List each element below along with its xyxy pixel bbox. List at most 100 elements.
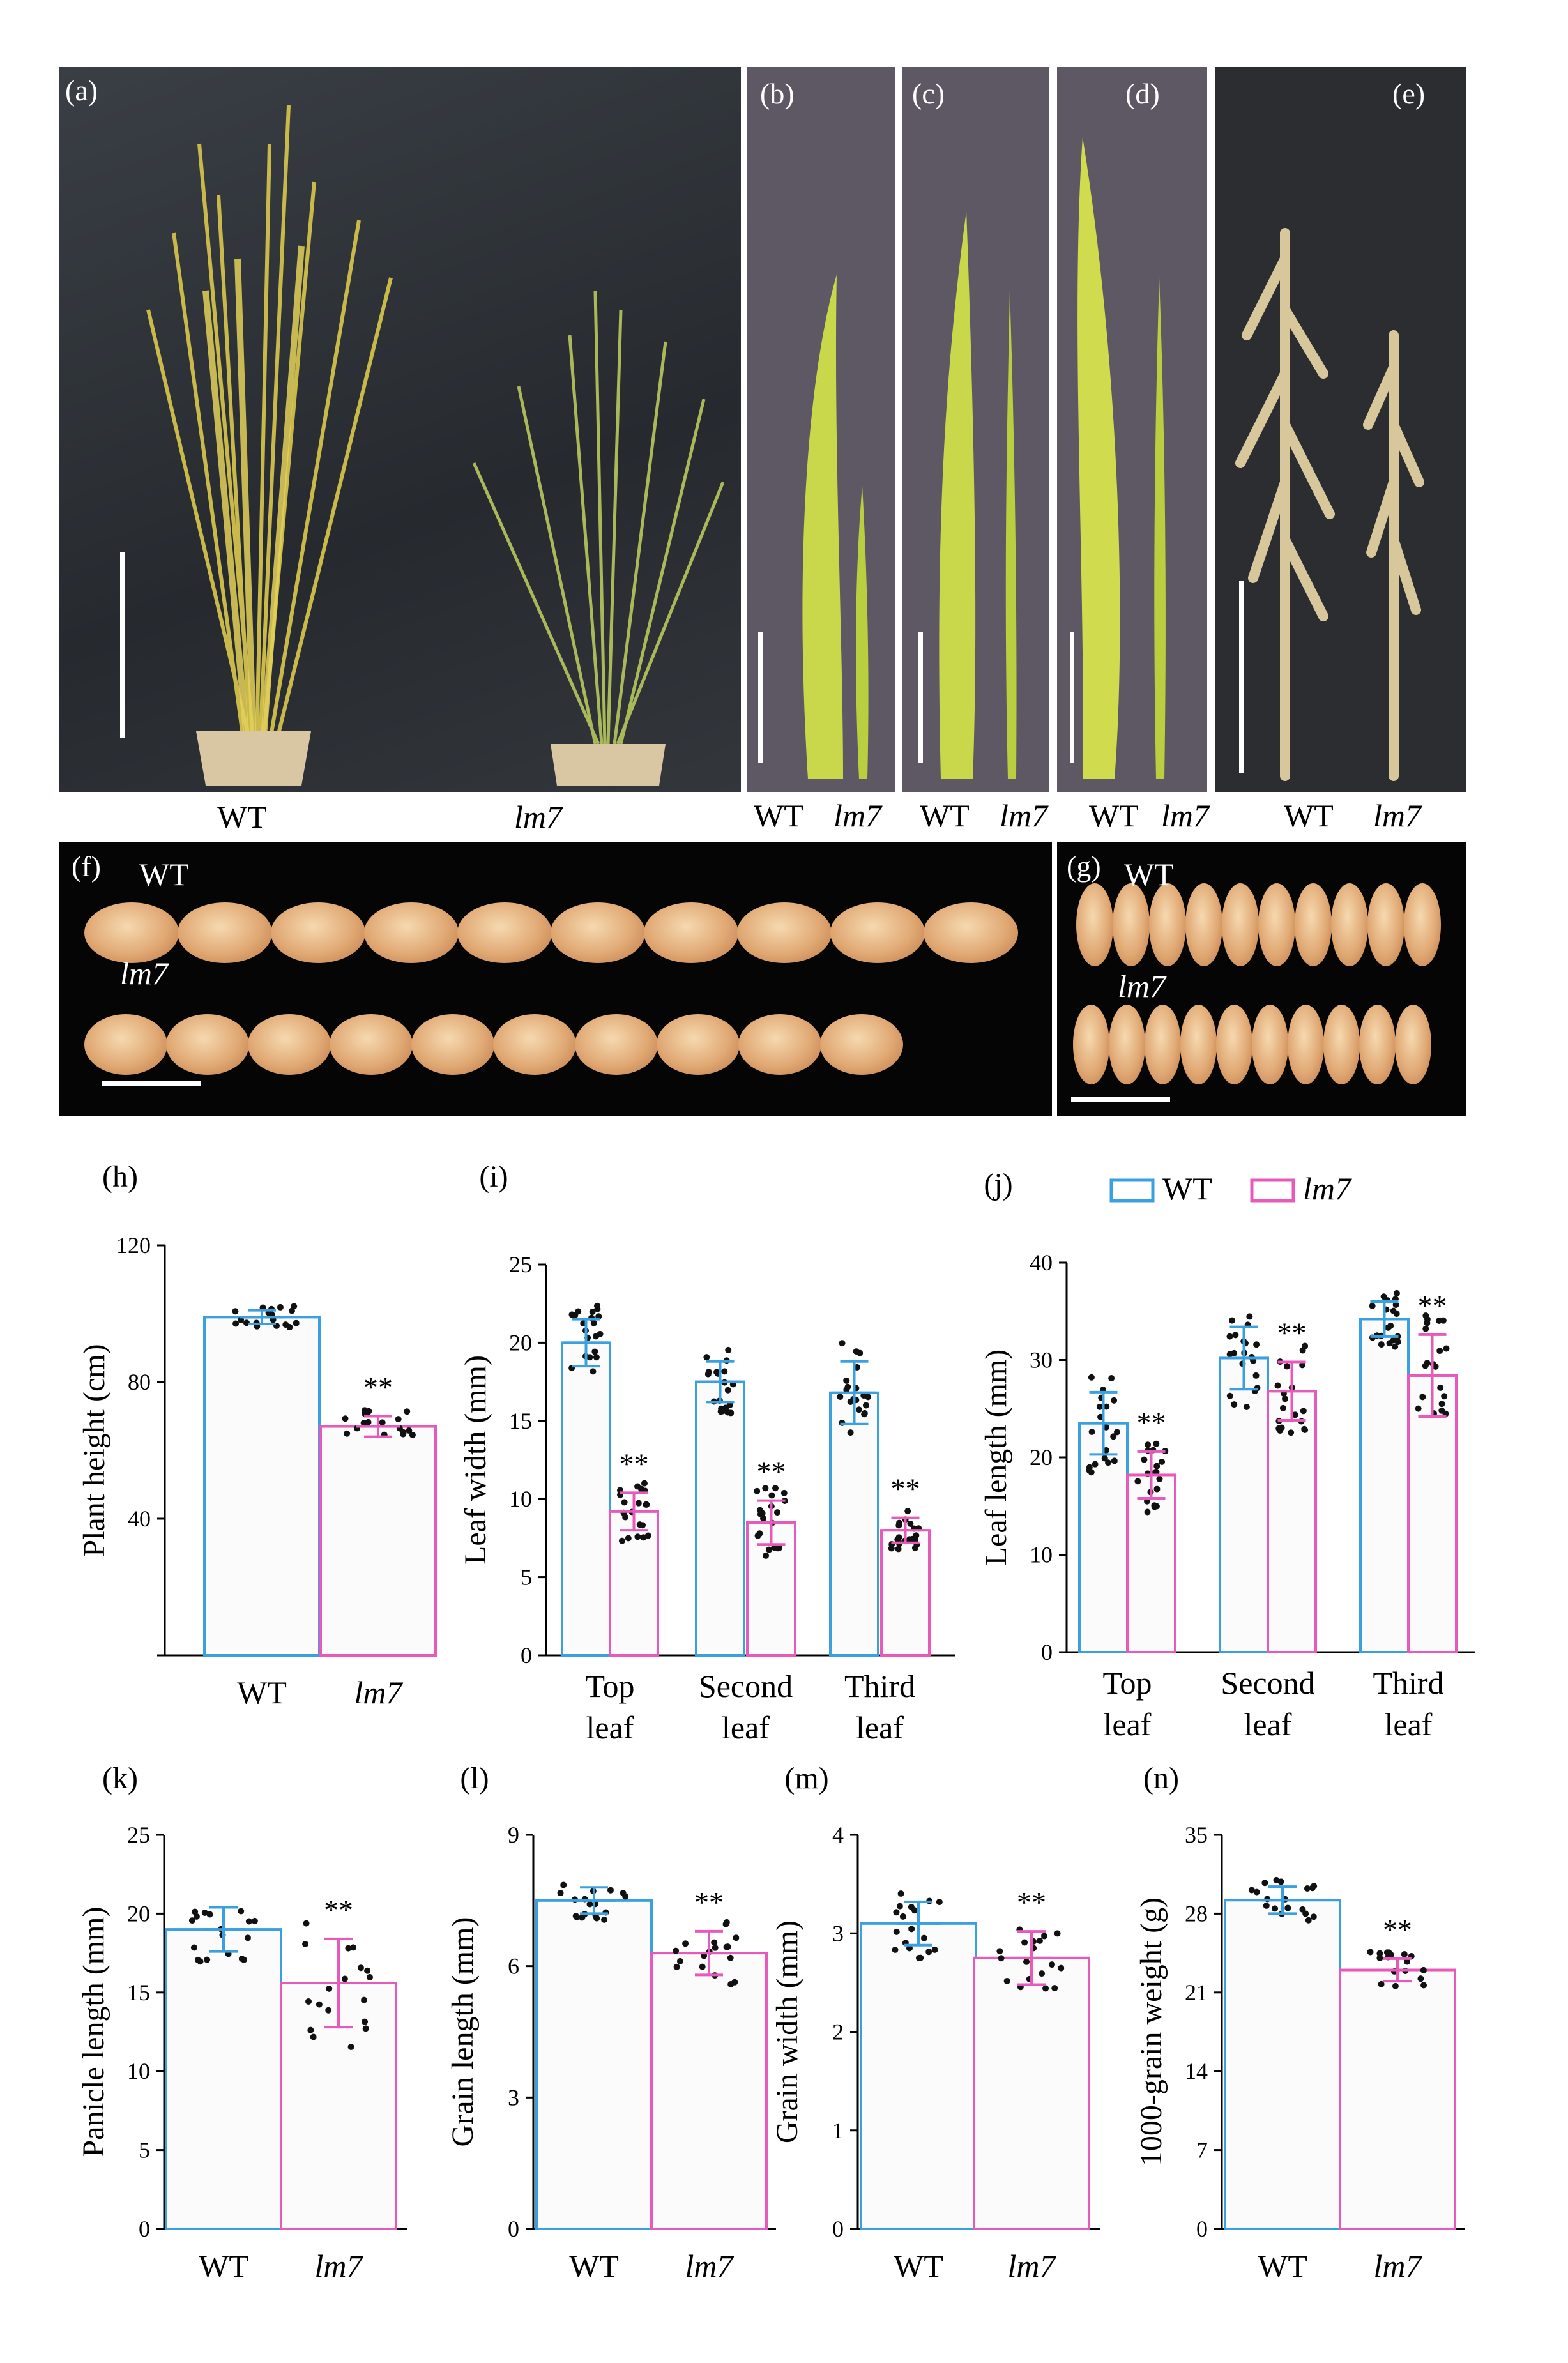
chart-n-data-point-0	[1277, 1878, 1284, 1885]
chart-j-data-point-2-1	[1415, 1405, 1422, 1412]
chart-i-data-point-1-0	[703, 1354, 710, 1361]
chart-h-bar-0	[203, 1316, 321, 1657]
chart-j-bar-2-0	[1359, 1318, 1410, 1653]
chart-i-data-point-0-1	[618, 1537, 625, 1544]
rice-grain	[1149, 883, 1186, 966]
chart-m-data-point-1	[1054, 1930, 1061, 1937]
chart-l-data-point-1	[727, 1981, 735, 1988]
wt-pot	[196, 731, 311, 786]
chart-j-significance: **	[1418, 1289, 1447, 1322]
rice-grain	[820, 1014, 903, 1075]
chart-j-data-point-0-1	[1152, 1469, 1159, 1476]
chart-i-x-tick-label: Third	[844, 1668, 915, 1704]
chart-i-data-point-0-0	[595, 1313, 602, 1320]
chart-j-data-point-2-0	[1383, 1306, 1390, 1313]
rice-grain	[737, 902, 832, 963]
panel-e-photo	[1215, 67, 1466, 792]
chart-j-data-point-2-1	[1438, 1407, 1445, 1414]
rice-grain	[271, 902, 365, 963]
chart-i-data-point-1-0	[705, 1369, 712, 1376]
chart-l-data-point-0	[620, 1890, 627, 1897]
chart-i-data-point-0-1	[644, 1532, 651, 1539]
rice-grain	[248, 1014, 331, 1075]
chart-l-data-point-1	[682, 1940, 689, 1947]
chart-k-data-point-0	[188, 1917, 195, 1924]
chart-l-data-point-0	[581, 1896, 588, 1903]
chart-j-data-point-1-0	[1242, 1340, 1249, 1347]
chart-i-data-point-2-1	[902, 1516, 909, 1523]
chart-h-y-tick-label: 80	[128, 1369, 151, 1395]
rice-grain	[84, 1014, 167, 1075]
caption-c-wt: WT	[920, 798, 970, 833]
chart-j-bar-1-0	[1219, 1356, 1269, 1653]
chart-j-data-point-1-1	[1275, 1425, 1283, 1432]
chart-i-data-point-1-0	[719, 1408, 726, 1415]
chart-j-data-point-2-0	[1394, 1339, 1401, 1346]
chart-j-data-point-2-0	[1369, 1334, 1376, 1341]
panel-g-label: (g)	[1067, 850, 1101, 883]
panel-e-scale-bar	[1239, 581, 1244, 773]
chart-i-data-point-1-1	[762, 1485, 769, 1492]
rice-grain	[1331, 883, 1368, 966]
rice-grain	[830, 902, 925, 963]
chart-j-data-point-1-0	[1226, 1392, 1233, 1399]
chart-k-data-point-1	[366, 1973, 373, 1980]
chart-k-data-point-0	[204, 1956, 211, 1963]
chart-h-data-point-1	[362, 1410, 369, 1417]
chart-i-x-tick-label: leaf	[586, 1710, 634, 1745]
chart-k-data-point-0	[206, 1911, 213, 1918]
chart-k-y-tick-label: 15	[127, 1980, 150, 2005]
chart-k-data-point-1	[303, 1920, 310, 1927]
chart-l-data-point-1	[676, 1957, 683, 1964]
chart-i-data-point-1-1	[763, 1552, 770, 1559]
chart-n-bar-0	[1224, 1899, 1341, 2230]
chart-j-data-point-2-0	[1390, 1337, 1397, 1344]
chart-n-data-point-0	[1310, 1913, 1317, 1920]
chart-j-data-point-0-1	[1153, 1440, 1160, 1447]
chart-j-data-point-1-1	[1277, 1358, 1284, 1365]
rice-grain	[364, 902, 459, 963]
chart-i-data-point-2-0	[839, 1419, 846, 1426]
panel-f-photo	[59, 842, 1052, 1116]
chart-l-bar-0	[535, 1899, 653, 2230]
chart-j-data-point-0-0	[1110, 1433, 1117, 1440]
chart-k-data-point-1	[302, 1940, 309, 1947]
chart-j-data-point-1-0	[1231, 1401, 1238, 1408]
chart-n-data-point-1	[1402, 1968, 1409, 1975]
chart-h-data-point-1	[379, 1419, 386, 1426]
chart-i-data-point-0-1	[620, 1509, 627, 1516]
chart-i-data-point-0-0	[593, 1354, 600, 1361]
chart-j-data-point-1-0	[1240, 1338, 1247, 1345]
panel-g-lm7-label: lm7	[1118, 968, 1166, 1004]
chart-l-data-point-0	[573, 1913, 580, 1920]
chart-k-data-point-0	[240, 1956, 247, 1963]
chart-h-data-point-1	[381, 1431, 388, 1438]
chart-i-data-point-0-1	[628, 1508, 636, 1516]
chart-k-y-tick-label: 25	[127, 1822, 150, 1848]
chart-k-data-point-1	[325, 2007, 332, 2014]
chart-i-data-point-0-0	[588, 1314, 595, 1321]
chart-n-data-point-0	[1261, 1880, 1268, 1887]
chart-i-data-point-2-1	[895, 1519, 902, 1526]
chart-h-data-point-0	[289, 1307, 296, 1314]
chart-k-data-point-1	[362, 2025, 369, 2032]
panel-d-scale-bar	[1070, 632, 1074, 763]
chart-l-data-point-1	[724, 1943, 731, 1950]
rice-grain	[166, 1014, 249, 1075]
chart-m-y-tick-label: 3	[832, 1920, 844, 1946]
chart-j-data-point-1-1	[1274, 1382, 1281, 1389]
chart-j-data-point-0-0	[1103, 1447, 1110, 1454]
chart-n-data-point-1	[1408, 1953, 1415, 1960]
chart-l-data-point-0	[593, 1915, 600, 1922]
chart-m-data-point-1	[1048, 1961, 1055, 1968]
chart-h-data-point-0	[273, 1322, 280, 1329]
chart-j-data-point-1-0	[1244, 1321, 1251, 1328]
chart-j-data-point-1-0	[1243, 1404, 1250, 1411]
chart-k-bar-0	[165, 1928, 282, 2231]
rice-grain	[1359, 1005, 1396, 1084]
chart-n-data-point-0	[1284, 1904, 1291, 1911]
chart-m-bar-0	[860, 1922, 977, 2230]
chart-i-data-point-1-1	[754, 1532, 761, 1539]
chart-m-x-tick-label: lm7	[1008, 2248, 1057, 2284]
chart-l-data-point-0	[592, 1901, 599, 1908]
